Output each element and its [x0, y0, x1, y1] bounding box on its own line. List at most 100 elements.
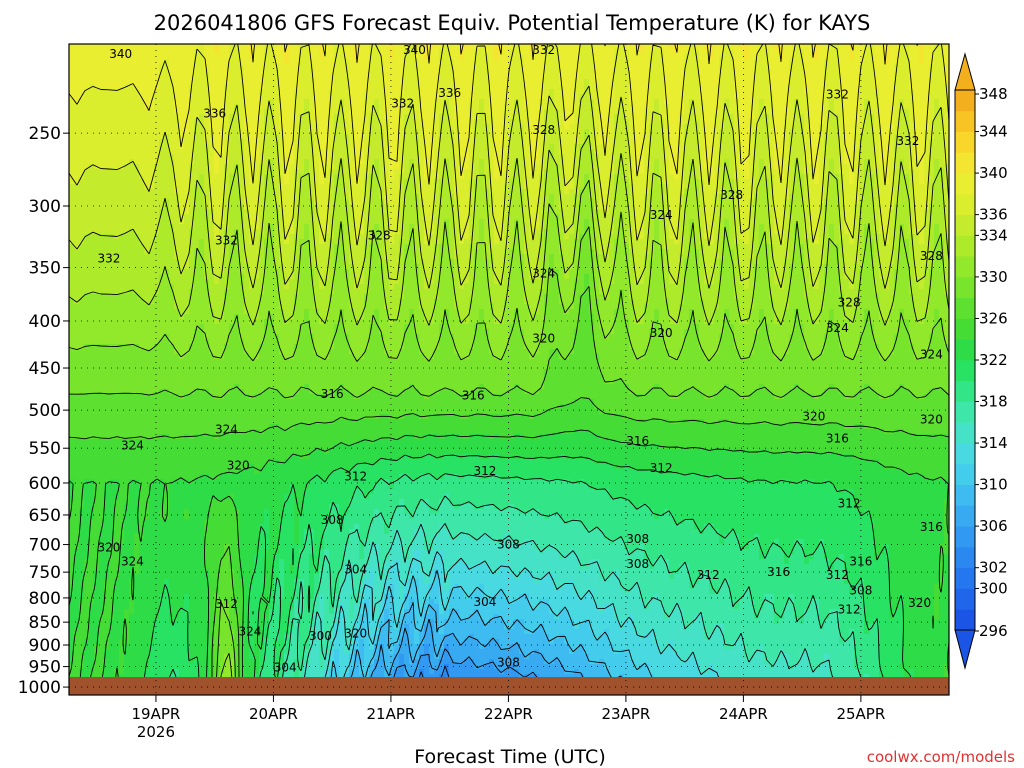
field-cell: [119, 289, 125, 295]
field-cell: [79, 424, 85, 430]
field-cell: [129, 464, 135, 470]
field-cell: [219, 554, 225, 560]
field-cell: [124, 669, 130, 675]
field-cell: [114, 304, 120, 310]
field-cell: [209, 339, 215, 345]
field-cell: [174, 609, 180, 615]
field-cell: [89, 539, 95, 545]
field-cell: [119, 114, 125, 120]
field-cell: [244, 269, 250, 275]
field-cell: [129, 649, 135, 655]
field-cell: [134, 209, 140, 215]
field-cell: [84, 394, 90, 400]
field-cell: [234, 114, 240, 120]
field-cell: [234, 349, 240, 355]
field-cell: [184, 564, 190, 570]
field-cell: [189, 179, 195, 185]
field-cell: [69, 489, 75, 495]
field-cell: [89, 559, 95, 565]
field-cell: [174, 599, 180, 605]
field-cell: [189, 579, 195, 585]
field-cell: [149, 49, 155, 55]
field-cell: [129, 94, 135, 100]
field-cell: [94, 474, 100, 480]
field-cell: [199, 419, 205, 425]
field-cell: [244, 149, 250, 155]
field-cell: [69, 409, 75, 415]
field-cell: [189, 134, 195, 140]
field-cell: [159, 319, 165, 325]
field-cell: [149, 364, 155, 370]
field-cell: [124, 54, 130, 60]
field-cell: [179, 639, 185, 645]
field-cell: [234, 504, 240, 510]
field-cell: [209, 569, 215, 575]
field-cell: [139, 414, 145, 420]
field-cell: [79, 109, 85, 115]
field-cell: [194, 219, 200, 225]
field-cell: [109, 159, 115, 165]
field-cell: [79, 509, 85, 515]
field-cell: [134, 259, 140, 265]
field-cell: [104, 54, 110, 60]
field-cell: [129, 214, 135, 220]
field-cell: [254, 149, 260, 155]
field-cell: [79, 524, 85, 530]
field-cell: [219, 99, 225, 105]
field-cell: [174, 359, 180, 365]
field-cell: [79, 359, 85, 365]
field-cell: [124, 304, 130, 310]
field-cell: [99, 194, 105, 200]
field-cell: [154, 324, 160, 330]
field-cell: [179, 184, 185, 190]
field-cell: [154, 399, 160, 405]
field-cell: [164, 129, 170, 135]
field-cell: [204, 469, 210, 475]
field-cell: [194, 129, 200, 135]
field-cell: [214, 659, 220, 665]
field-cell: [244, 634, 250, 640]
field-cell: [179, 234, 185, 240]
field-cell: [244, 509, 250, 515]
field-cell: [139, 79, 145, 85]
field-cell: [174, 594, 180, 600]
field-cell: [169, 299, 175, 305]
field-cell: [94, 494, 100, 500]
field-cell: [234, 94, 240, 100]
field-cell: [204, 204, 210, 210]
field-cell: [99, 534, 105, 540]
field-cell: [159, 124, 165, 130]
field-cell: [154, 384, 160, 390]
field-cell: [204, 409, 210, 415]
field-cell: [149, 444, 155, 450]
field-cell: [79, 654, 85, 660]
field-cell: [204, 544, 210, 550]
field-cell: [249, 224, 255, 230]
field-cell: [84, 309, 90, 315]
field-cell: [89, 114, 95, 120]
field-cell: [149, 654, 155, 660]
field-cell: [99, 434, 105, 440]
field-cell: [79, 294, 85, 300]
field-cell: [114, 339, 120, 345]
field-cell: [244, 174, 250, 180]
field-cell: [254, 649, 260, 655]
field-cell: [214, 459, 220, 465]
field-cell: [84, 504, 90, 510]
field-cell: [144, 459, 150, 465]
field-cell: [84, 99, 90, 105]
field-cell: [84, 179, 90, 185]
field-cell: [229, 384, 235, 390]
field-cell: [229, 459, 235, 465]
field-cell: [194, 394, 200, 400]
field-cell: [144, 159, 150, 165]
field-cell: [219, 379, 225, 385]
field-cell: [69, 369, 75, 375]
field-cell: [189, 214, 195, 220]
field-cell: [159, 354, 165, 360]
field-cell: [104, 454, 110, 460]
field-cell: [79, 504, 85, 510]
field-cell: [184, 474, 190, 480]
field-cell: [194, 659, 200, 665]
field-cell: [224, 259, 230, 265]
